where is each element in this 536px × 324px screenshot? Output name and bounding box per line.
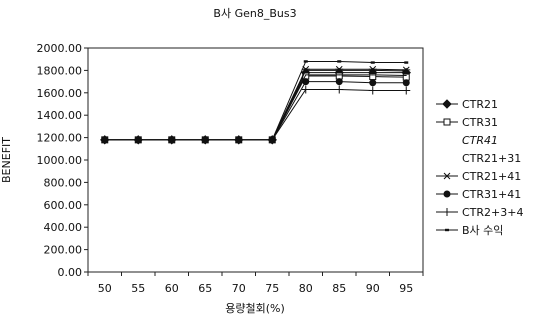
series-7: [100, 85, 411, 144]
y-tick-label: 1600.00: [37, 87, 83, 100]
series-line: [104, 68, 407, 141]
legend-item: CTR21+41: [436, 170, 521, 183]
x-tick-label: 80: [299, 282, 313, 295]
series-point: [305, 74, 307, 76]
legend-marker: [443, 208, 451, 216]
series-point: [303, 60, 308, 63]
y-tick-label: 2000.00: [37, 42, 83, 55]
x-tick-label: 75: [265, 282, 279, 295]
series-line: [104, 75, 407, 141]
series-point: [405, 74, 407, 76]
series-line: [104, 74, 407, 141]
legend-label: CTR21: [462, 98, 498, 111]
legend-label: CTR21+41: [462, 170, 521, 183]
series-point: [102, 138, 107, 142]
y-tick-label: 1200.00: [37, 132, 83, 145]
series-point: [404, 61, 409, 64]
legend-label: CTR41: [462, 134, 498, 147]
legend-label: B사 수익: [462, 224, 503, 237]
y-tick-label: 400.00: [44, 221, 83, 234]
series-4: [104, 74, 407, 141]
series-point: [301, 85, 310, 94]
y-tick-label: 1400.00: [37, 109, 83, 122]
series-point: [369, 79, 377, 87]
legend-item: CTR31: [436, 116, 498, 129]
y-tick-label: 0.00: [58, 266, 83, 279]
legend-item: CTR41: [462, 134, 498, 147]
legend: CTR21 CTR31 CTR41 CTR21+31 CTR21+41 CTR31+41 C…: [436, 98, 523, 237]
legend-marker: [443, 190, 451, 198]
series-8: [102, 60, 409, 142]
series-point: [402, 86, 411, 95]
chart-title: B사 Gen8_Bus3: [213, 7, 296, 20]
series-point: [338, 74, 340, 76]
legend-marker: [443, 172, 451, 180]
series-point: [337, 60, 342, 63]
series-point: [169, 138, 174, 142]
legend-label: CTR31: [462, 116, 498, 129]
x-axis-label: 용량철회(%): [225, 302, 285, 315]
series-5: [100, 65, 411, 144]
series-point: [302, 78, 310, 86]
series-point: [203, 138, 208, 142]
x-tick-label: 90: [366, 282, 380, 295]
y-axis-label: BENEFIT: [0, 137, 13, 183]
x-tick-label: 60: [165, 282, 179, 295]
series-1: [100, 67, 411, 145]
y-tick-label: 1800.00: [37, 64, 83, 77]
x-tick-label: 55: [131, 282, 145, 295]
series-line: [104, 69, 407, 141]
series-point: [370, 61, 375, 64]
series-3: [104, 69, 407, 141]
x-tick-label: 70: [232, 282, 246, 295]
y-tick-label: 800.00: [44, 176, 83, 189]
y-tick-label: 1000.00: [37, 154, 83, 167]
y-tick-label: 600.00: [44, 199, 83, 212]
series-point: [335, 78, 343, 86]
series-point: [136, 138, 141, 142]
series-2: [101, 72, 410, 144]
legend-marker: [442, 99, 452, 109]
legend-marker: [443, 118, 451, 126]
x-tick-label: 95: [399, 282, 413, 295]
legend-item: CTR2+3+4: [436, 206, 523, 219]
x-tick-label: 85: [332, 282, 346, 295]
series-point: [335, 65, 344, 73]
series-point: [270, 138, 275, 142]
series-point: [402, 66, 411, 74]
legend-marker: [445, 228, 449, 232]
series-6: [101, 78, 410, 144]
legend-label: CTR2+3+4: [462, 206, 523, 219]
series-point: [372, 74, 374, 76]
y-tick-label: 200.00: [44, 244, 83, 257]
plot-area: 0.00 200.00 400.00 600.00 800.00 1000.00 1200.…: [37, 42, 424, 295]
legend-item: CTR21+31: [462, 152, 521, 165]
series-point: [368, 65, 377, 73]
series-point: [402, 79, 410, 87]
series-point: [236, 138, 241, 142]
legend-item: CTR31+41: [436, 188, 521, 201]
legend-label: CTR31+41: [462, 188, 521, 201]
legend-label: CTR21+31: [462, 152, 521, 165]
series-point: [368, 86, 377, 95]
series-line: [104, 60, 407, 141]
series-point: [335, 85, 344, 94]
series-line: [104, 88, 407, 141]
x-tick-label: 65: [198, 282, 212, 295]
legend-item: CTR21: [436, 98, 498, 111]
legend-item: B사 수익: [436, 224, 503, 237]
x-tick-label: 50: [98, 282, 112, 295]
